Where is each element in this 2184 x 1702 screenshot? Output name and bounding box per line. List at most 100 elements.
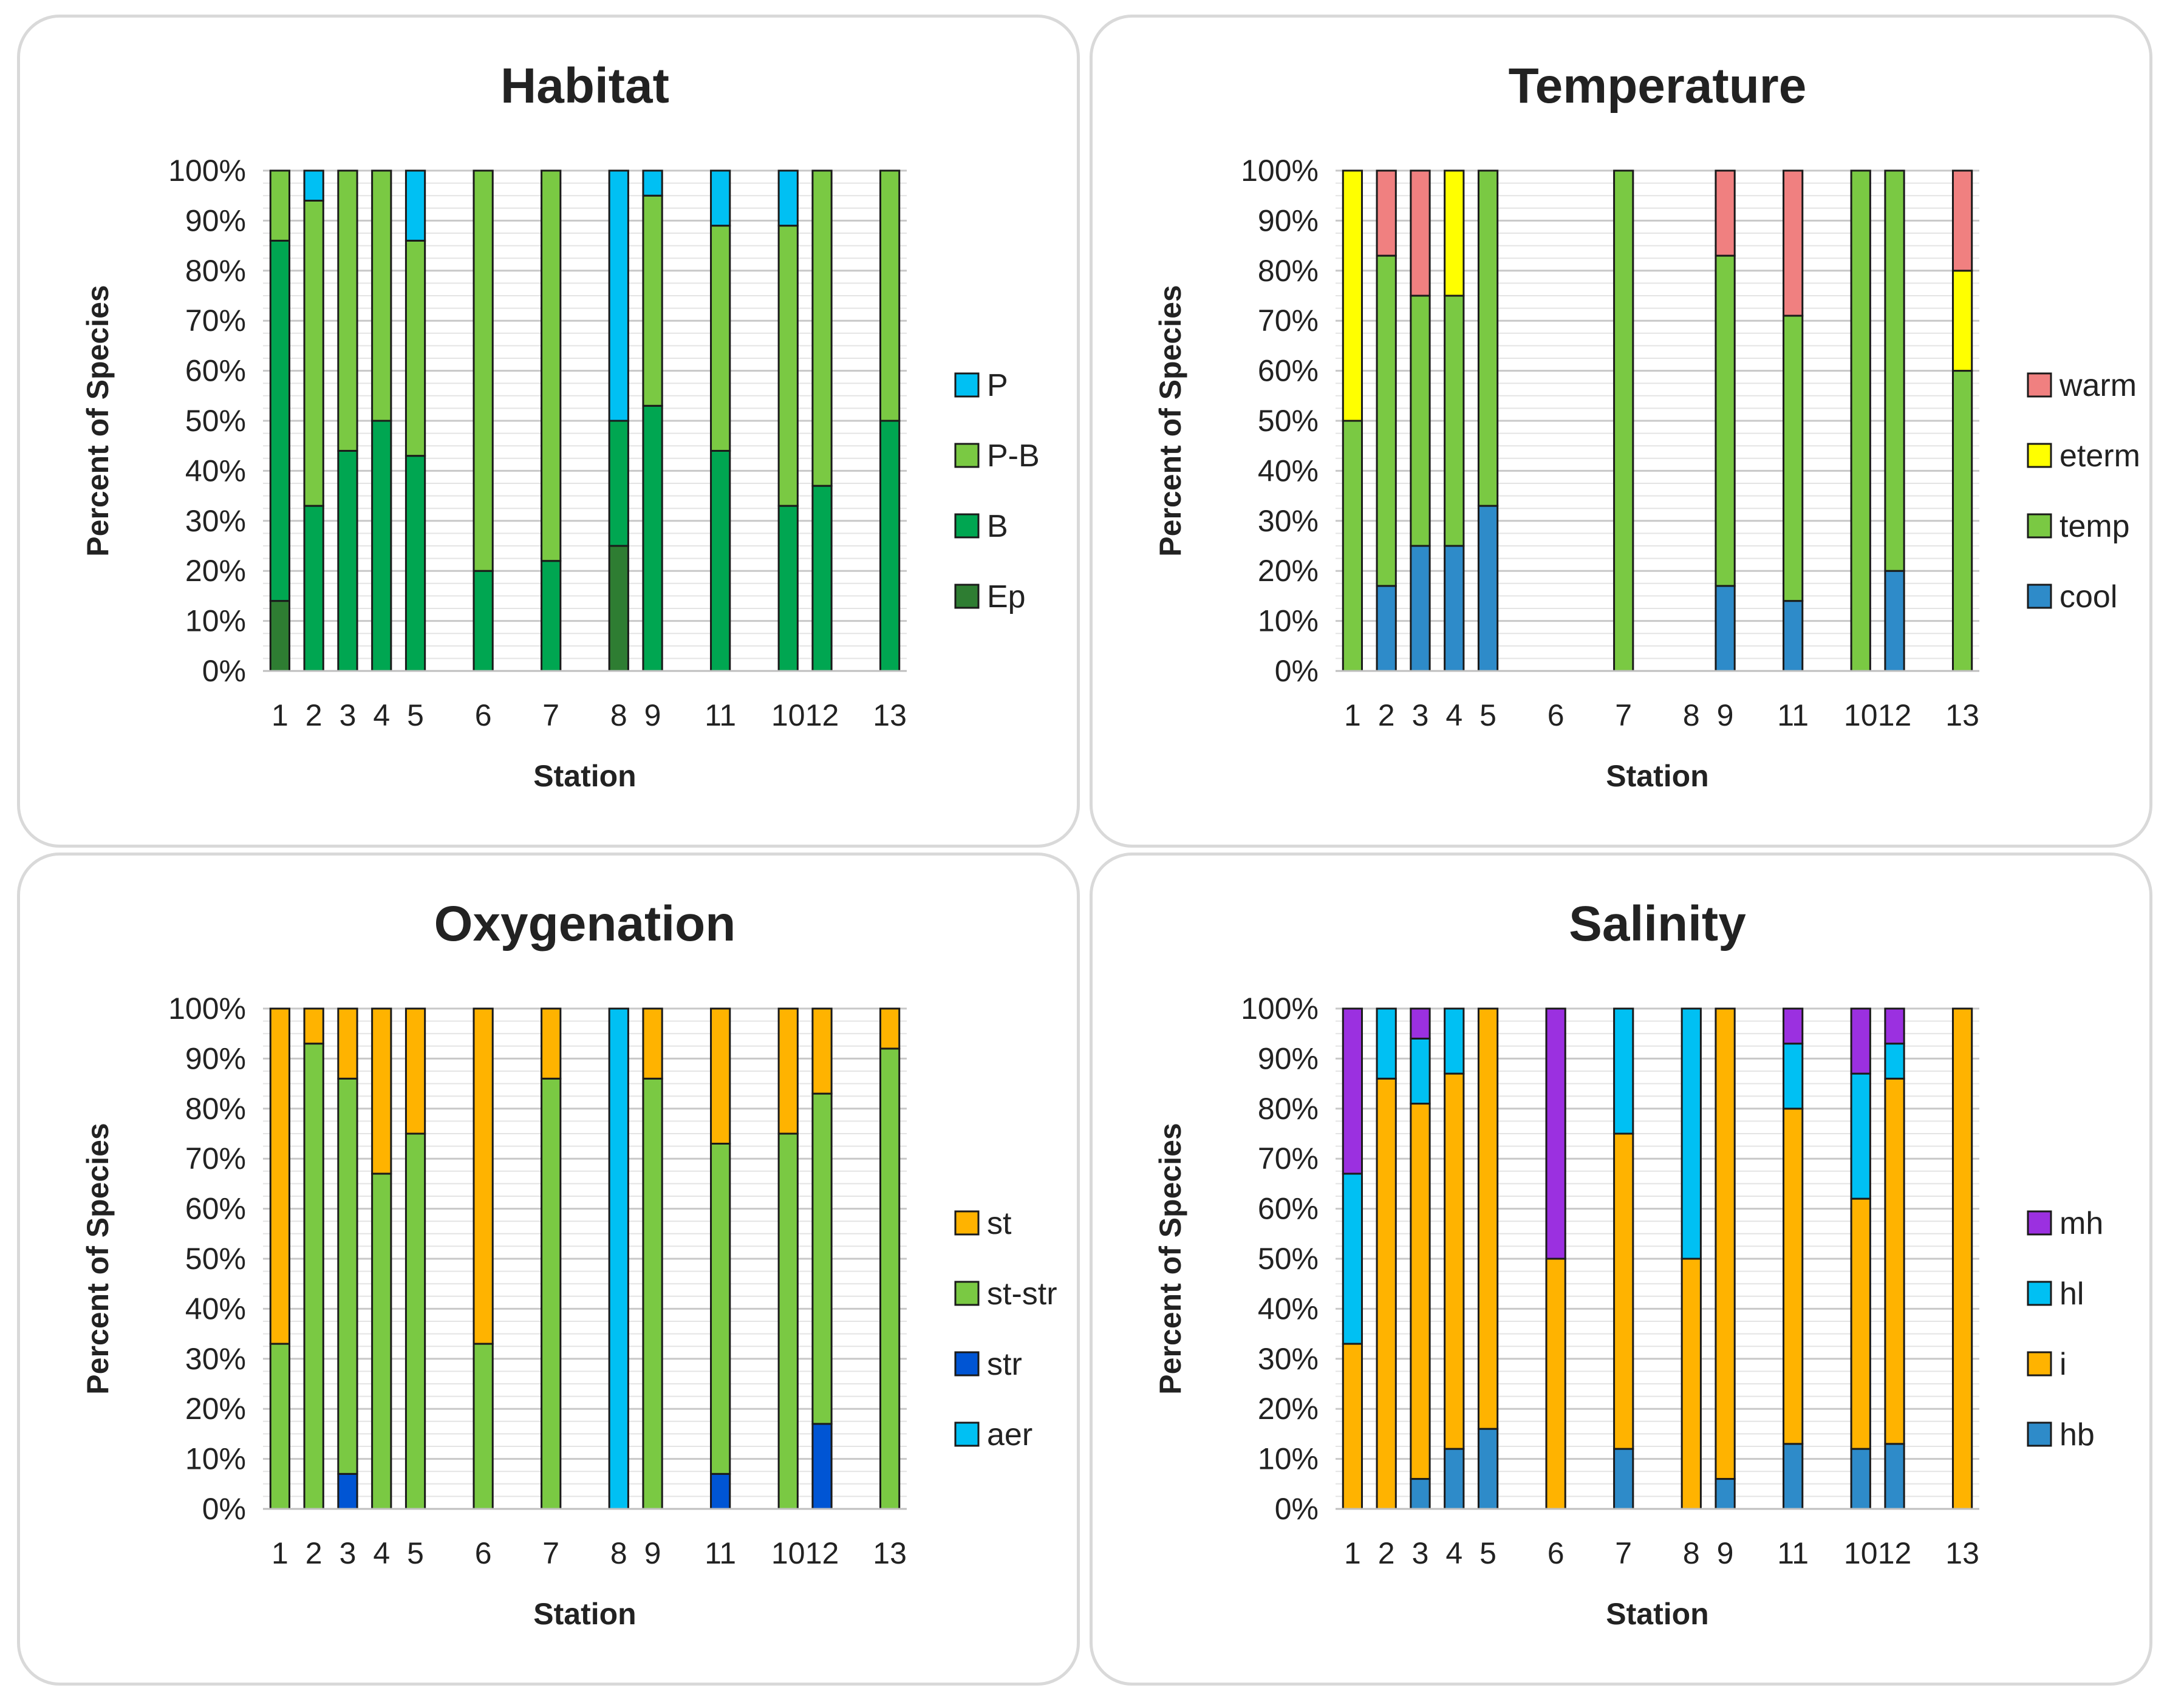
y-tick-label: 100% — [1241, 992, 1319, 1026]
x-tick-label: 5 — [1479, 1536, 1496, 1570]
y-tick-label: 0% — [1275, 1492, 1319, 1526]
legend-swatch-i — [2027, 1351, 2052, 1377]
y-tick-label: 30% — [185, 504, 246, 538]
y-tick-label: 60% — [185, 1192, 246, 1226]
x-tick-label: 13 — [1945, 698, 1979, 732]
bar-segment-st-str — [541, 1077, 562, 1510]
x-tick-label: 1 — [1344, 698, 1361, 732]
x-tick-label: 9 — [644, 1536, 661, 1570]
bar-segment-hb — [1715, 1478, 1736, 1510]
bar-segment-st — [269, 1007, 291, 1345]
bar-segment-cool — [1444, 545, 1465, 672]
x-tick-label: 2 — [1378, 698, 1395, 732]
bar-segment-warm — [1376, 169, 1397, 257]
y-tick-label: 50% — [1258, 404, 1319, 438]
legend-label-str: str — [987, 1347, 1022, 1382]
bar-segment-hl — [1376, 1007, 1397, 1080]
bar-segment-p-b — [879, 169, 901, 422]
habitat-chart-svg: Habitat 0% 10% 20% 30% 40% 50% 60% 70% 80% 90% 100%… — [81, 58, 1040, 793]
bar-segment-p-b — [404, 239, 426, 457]
bar-segment-warm — [1715, 169, 1736, 257]
salinity-chart-panel: Salinity 0% 10% 20% 30% 40% 50% 60% 70% 80% 90% 100… — [1090, 853, 2152, 1686]
bar-segment-temp — [1850, 169, 1871, 672]
legend-swatch-str — [954, 1351, 980, 1377]
x-tick-label: 7 — [1615, 698, 1632, 732]
bar-segment-hb — [1477, 1428, 1499, 1510]
x-tick-label: 12 — [805, 698, 839, 732]
y-tick-label: 30% — [185, 1342, 246, 1376]
y-tick-label: 10% — [185, 604, 246, 638]
x-tick-label: 5 — [1479, 698, 1496, 732]
x-tick-label: 6 — [1548, 698, 1565, 732]
x-tick-label: 5 — [407, 698, 424, 732]
habitat-chart-panel: Habitat 0% 10% 20% 30% 40% 50% 60% 70% 80% 90% 100%… — [17, 15, 1080, 848]
legend-label-hl: hl — [2059, 1276, 2084, 1312]
bar-segment-mh — [1884, 1007, 1905, 1045]
bar-segment-mh — [1783, 1007, 1804, 1045]
x-tick-label: 8 — [1683, 698, 1700, 732]
bar-segment-p-b — [541, 169, 562, 562]
bar-segment-i — [1444, 1072, 1465, 1450]
x-tick-label: 4 — [373, 698, 390, 732]
legend-swatch-temp — [2027, 513, 2052, 539]
bar-segment-b — [337, 449, 358, 672]
y-tick-label: 60% — [1258, 1192, 1319, 1226]
x-axis-title: Station — [533, 759, 636, 793]
x-tick-label: 12 — [1878, 698, 1912, 732]
legend-label-cool: cool — [2059, 579, 2117, 614]
salinity-chart-svg: Salinity 0% 10% 20% 30% 40% 50% 60% 70% 80% 90% 100… — [1153, 896, 2103, 1631]
y-tick-label: 10% — [1258, 604, 1319, 638]
x-tick-label: 5 — [407, 1536, 424, 1570]
legend-swatch-mh — [2027, 1210, 2052, 1236]
y-axis-title: Percent of Species — [81, 1123, 115, 1394]
y-tick-label: 60% — [185, 354, 246, 388]
bar-segment-st — [642, 1007, 663, 1080]
bar-segment-b — [371, 420, 392, 672]
x-tick-label: 2 — [305, 1536, 322, 1570]
y-tick-label: 0% — [202, 1492, 246, 1526]
bar-segment-hb — [1444, 1448, 1465, 1510]
bar-segment-hl — [1884, 1043, 1905, 1080]
x-tick-label: 1 — [271, 1536, 288, 1570]
x-tick-label: 12 — [805, 1536, 839, 1570]
temperature-chart-panel: Temperature 0% 10% 20% 30% 40% 50% 60% 70% 80% 90%… — [1090, 15, 2152, 848]
bar-segment-hb — [1884, 1443, 1905, 1510]
y-tick-label: 30% — [1258, 1342, 1319, 1376]
bar-segment-p — [303, 169, 324, 202]
bar-segment-hl — [1444, 1007, 1465, 1075]
bar-segment-aer — [608, 1007, 629, 1510]
bar-segment-b — [404, 455, 426, 672]
bar-segment-temp — [1783, 315, 1804, 602]
x-tick-label: 13 — [873, 1536, 907, 1570]
bar-segment-hl — [1342, 1173, 1363, 1345]
bar-segment-cool — [1783, 600, 1804, 672]
bar-segment-st — [811, 1007, 833, 1095]
chart-title: Oxygenation — [434, 896, 736, 951]
y-tick-label: 0% — [1275, 654, 1319, 688]
x-tick-label: 1 — [271, 698, 288, 732]
y-tick-label: 90% — [185, 1041, 246, 1075]
bar-segment-hl — [1613, 1007, 1634, 1135]
bar-segment-p-b — [337, 169, 358, 452]
bar-segment-st-str — [337, 1077, 358, 1475]
chart-title: Temperature — [1509, 58, 1807, 114]
y-tick-label: 100% — [1241, 154, 1319, 188]
y-tick-label: 80% — [185, 1092, 246, 1126]
y-tick-label: 70% — [1258, 1142, 1319, 1176]
bar-segment-str — [337, 1472, 358, 1510]
bar-segment-b — [710, 449, 731, 672]
legend-label-eterm: eterm — [2059, 438, 2140, 474]
legend-label-ep: Ep — [987, 579, 1026, 614]
bar-segment-p-b — [642, 194, 663, 407]
bar-segment-p — [404, 169, 426, 242]
y-axis-title: Percent of Species — [81, 285, 115, 556]
bar-segment-st-str — [371, 1173, 392, 1510]
bar-segment-temp — [1376, 254, 1397, 587]
y-tick-label: 0% — [202, 654, 246, 688]
y-tick-label: 10% — [1258, 1442, 1319, 1476]
y-tick-label: 20% — [185, 554, 246, 588]
bar-segment-temp — [1342, 420, 1363, 672]
bar-segment-p — [777, 169, 799, 227]
bar-segment-hl — [1410, 1037, 1431, 1105]
x-axis-title: Station — [533, 1597, 636, 1631]
